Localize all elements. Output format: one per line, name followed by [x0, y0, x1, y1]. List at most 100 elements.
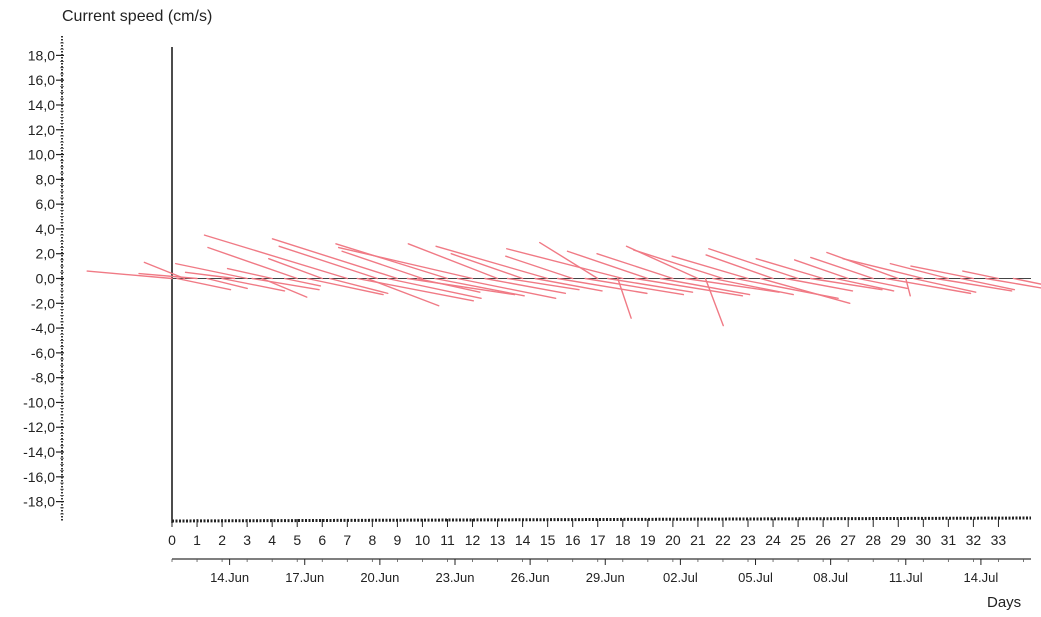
current-vector — [633, 249, 724, 280]
x-day-tick-label: 3 — [243, 532, 251, 548]
x-day-tick-label: 10 — [415, 532, 431, 548]
current-vector — [484, 277, 567, 295]
current-vector — [268, 257, 323, 280]
x-day-tick-label: 9 — [393, 532, 401, 548]
x-day-tick-label: 11 — [440, 532, 455, 548]
x-day-tick-label: 19 — [640, 532, 656, 548]
current-vector — [539, 241, 599, 280]
x-day-tick-label: 25 — [790, 532, 806, 548]
current-vector — [704, 277, 724, 327]
current-vector — [584, 277, 685, 296]
current-vector — [705, 254, 774, 280]
x-day-tick-label: 27 — [840, 532, 856, 548]
current-vector — [671, 255, 749, 280]
current-vector — [534, 277, 603, 292]
current-vector — [176, 277, 232, 291]
current-vector — [834, 277, 895, 292]
x-day-tick-label: 5 — [293, 532, 301, 548]
x-date-tick-label: 23.Jun — [435, 570, 474, 585]
current-vector — [278, 245, 379, 280]
current-vector — [271, 238, 399, 280]
x-day-tick-label: 15 — [540, 532, 556, 548]
y-tick-label: -2,0 — [31, 295, 55, 311]
current-vector — [386, 277, 482, 300]
x-day-tick-label: 23 — [740, 532, 756, 548]
y-tick-label: 8,0 — [36, 171, 56, 187]
x-day-tick-label: 20 — [665, 532, 681, 548]
x-date-tick-label: 17.Jun — [285, 570, 324, 585]
y-tick-label: -8,0 — [31, 370, 55, 386]
current-vector — [617, 277, 632, 319]
current-vector — [1012, 277, 1041, 285]
x-day-tick-label: 28 — [865, 532, 881, 548]
vector-layer — [86, 234, 1041, 327]
current-vector — [505, 255, 574, 280]
current-vector — [506, 277, 580, 291]
current-vector — [143, 261, 186, 280]
y-tick-label: -14,0 — [23, 444, 55, 460]
x-axis-label: Days — [987, 594, 1022, 611]
x-date-tick-label: 14.Jul — [964, 570, 999, 585]
y-tick-label: 4,0 — [36, 221, 56, 237]
current-vector — [175, 262, 248, 280]
x-day-tick-label: 0 — [168, 532, 176, 548]
x-day-tick-label: 21 — [690, 532, 706, 548]
current-vector — [826, 251, 899, 280]
x-day-axis-line — [171, 516, 1032, 523]
current-vector — [755, 257, 824, 280]
current-vector — [809, 277, 883, 291]
current-vector — [962, 270, 1000, 280]
current-vector — [985, 277, 1041, 289]
current-vector — [784, 277, 854, 292]
x-date-tick-label: 20.Jun — [360, 570, 399, 585]
current-vector — [435, 245, 549, 280]
y-tick-label: 10,0 — [28, 147, 55, 163]
current-vector — [456, 277, 557, 300]
x-date-tick-label: 29.Jun — [586, 570, 625, 585]
x-day-tick-label: 33 — [991, 532, 1007, 548]
current-vector — [889, 262, 950, 280]
current-vector — [810, 256, 874, 280]
current-vector — [221, 277, 286, 292]
y-tick-label: 0,0 — [36, 271, 56, 287]
current-vector — [556, 277, 648, 295]
y-tick-label: 2,0 — [36, 246, 56, 262]
y-tick-label: -6,0 — [31, 345, 55, 361]
current-vector — [857, 277, 908, 290]
x-day-tick-label: 18 — [615, 532, 631, 548]
current-vector — [184, 271, 236, 280]
current-vector — [434, 277, 525, 297]
x-date-tick-label: 05.Jul — [738, 570, 773, 585]
y-tick-label: -4,0 — [31, 320, 55, 336]
current-vector — [406, 277, 516, 296]
current-vector — [885, 277, 972, 295]
current-vector — [416, 277, 481, 293]
current-vector — [659, 277, 751, 296]
current-vector — [450, 253, 524, 280]
current-vector — [684, 277, 780, 293]
tick-labels-layer: 18,0 16,0 14,0 12,0 10,0 8,0 6,0 4,0 2,0 0,0 -2,0 -… — [23, 47, 1006, 585]
current-vector — [912, 277, 977, 293]
current-vector — [793, 259, 849, 280]
current-vector — [261, 277, 308, 298]
x-date-tick-label: 26.Jun — [511, 570, 550, 585]
current-vector — [251, 277, 320, 291]
axes-layer — [56, 36, 1032, 565]
current-vector — [634, 277, 744, 297]
y-tick-label: 12,0 — [28, 122, 55, 138]
current-vector — [712, 277, 794, 296]
y-axis-label: Current speed (cm/s) — [62, 8, 213, 25]
y-tick-label: -12,0 — [23, 419, 55, 435]
current-vector — [207, 246, 298, 280]
y-tick-label: -10,0 — [23, 394, 55, 410]
x-day-tick-label: 2 — [218, 532, 226, 548]
current-vector — [335, 243, 449, 280]
current-vector — [306, 277, 384, 296]
current-vector — [226, 267, 273, 280]
x-day-tick-label: 32 — [966, 532, 982, 548]
current-vector — [337, 246, 474, 280]
current-vector — [506, 248, 624, 280]
x-date-tick-label: 14.Jun — [210, 570, 249, 585]
x-day-tick-label: 7 — [343, 532, 351, 548]
